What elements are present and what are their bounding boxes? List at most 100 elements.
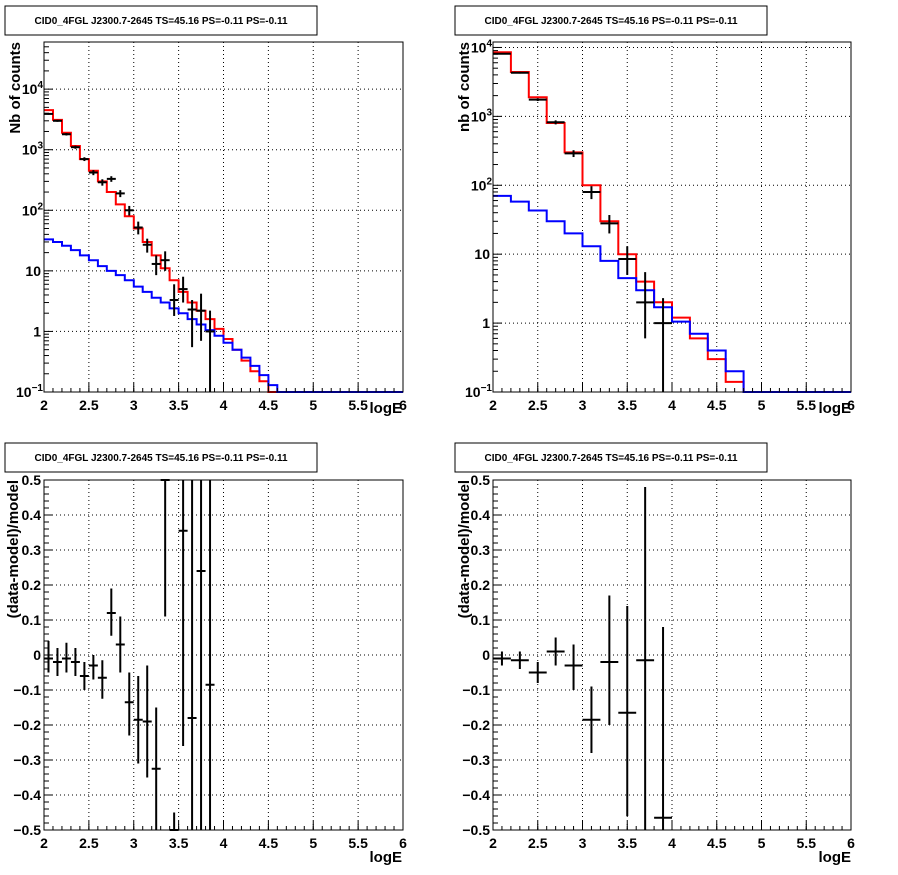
- panel-residual-right: CID0_4FGL J2300.7-2645 TS=45.16 PS=-0.11…: [454, 442, 855, 866]
- x-tick-label: 5: [309, 835, 317, 851]
- y-tick-exponent: 4: [486, 38, 492, 49]
- data-point: [528, 98, 547, 102]
- data-point: [106, 588, 116, 636]
- y-tick-label: 10: [25, 263, 41, 279]
- y-tick-label: −0.1: [13, 682, 41, 698]
- title-box: [4, 442, 318, 473]
- data-point: [88, 655, 98, 680]
- data-point: [528, 662, 547, 683]
- y-tick-label: 1: [33, 323, 41, 339]
- y-axis-label: (data-model)/model: [5, 480, 22, 618]
- x-tick-label: 4: [220, 835, 228, 851]
- y-tick-label: 0.5: [22, 472, 42, 488]
- data-point: [79, 157, 89, 162]
- data-point: [564, 644, 583, 690]
- data-point: [196, 293, 206, 341]
- y-tick-label: 1: [482, 315, 490, 331]
- y-tick-label: −0.5: [462, 822, 490, 838]
- x-tick-label: 2.5: [528, 835, 548, 851]
- y-axis-label: nb of counts: [456, 42, 473, 132]
- data-point: [115, 616, 125, 673]
- y-tick-label: 0.1: [22, 612, 42, 628]
- data-point: [142, 665, 152, 778]
- data-point: [160, 251, 170, 271]
- data-point: [70, 648, 80, 676]
- chart-title: CID0_4FGL J2300.7-2645 TS=45.16 PS=-0.11…: [484, 453, 737, 464]
- data-point: [600, 215, 619, 234]
- data-point: [115, 190, 125, 198]
- y-axis-label: Nb of counts: [7, 42, 24, 134]
- x-tick-label: 5.5: [348, 835, 368, 851]
- data-point: [70, 145, 80, 149]
- x-tick-label: 6: [847, 397, 855, 413]
- y-tick-base: 10: [22, 202, 38, 218]
- y-tick-label: 102: [471, 176, 493, 193]
- y-tick-label: 0.3: [471, 542, 491, 558]
- x-tick-label: 4.5: [259, 397, 279, 413]
- data-point: [178, 480, 188, 746]
- data-point: [133, 676, 143, 764]
- data-point: [44, 641, 53, 673]
- data-point: [52, 648, 62, 676]
- y-tick-base: 10: [22, 81, 38, 97]
- x-tick-label: 3: [579, 397, 587, 413]
- data-point: [636, 272, 655, 339]
- data-point: [205, 310, 215, 392]
- y-tick-label: 0.5: [471, 472, 491, 488]
- x-tick-label: 6: [847, 835, 855, 851]
- y-tick-exponent: 2: [486, 176, 492, 187]
- data-point: [97, 660, 107, 699]
- x-tick-label: 2.5: [79, 835, 99, 851]
- x-tick-label: 3: [130, 835, 138, 851]
- data-point: [510, 651, 529, 669]
- data-point: [654, 298, 672, 392]
- x-axis-label: logE: [819, 849, 852, 866]
- x-tick-label: 5.5: [348, 397, 368, 413]
- x-tick-label: 4: [668, 397, 676, 413]
- y-tick-label: −0.2: [462, 717, 490, 733]
- y-tick-label: 102: [22, 201, 44, 218]
- chart-title: CID0_4FGL J2300.7-2645 TS=45.16 PS=-0.11…: [484, 16, 737, 27]
- panel-spectrum-left: CID0_4FGL J2300.7-2645 TS=45.16 PS=-0.11…: [4, 5, 407, 417]
- y-tick-label: −0.4: [13, 787, 41, 803]
- y-axis-label: (data-model)/model: [456, 480, 473, 618]
- y-tick-label: −0.5: [13, 822, 41, 838]
- data-point: [493, 651, 511, 666]
- data-point: [546, 120, 565, 125]
- data-point: [61, 133, 71, 136]
- data-point: [205, 480, 215, 830]
- y-tick-exponent: 3: [486, 107, 492, 118]
- x-tick-label: 4.5: [707, 397, 727, 413]
- x-tick-label: 4.5: [707, 835, 727, 851]
- data-point: [582, 186, 601, 200]
- y-tick-label: 104: [22, 80, 44, 97]
- data-point: [142, 238, 152, 253]
- data-point: [582, 686, 601, 753]
- title-box: [4, 5, 318, 36]
- x-tick-label: 3: [130, 397, 138, 413]
- y-tick-label: 0.4: [471, 507, 491, 523]
- y-tick-exponent: 3: [37, 141, 43, 152]
- x-tick-label: 3.5: [169, 835, 189, 851]
- data-point: [546, 637, 565, 666]
- panel-residual-left: CID0_4FGL J2300.7-2645 TS=45.16 PS=-0.11…: [4, 442, 407, 866]
- x-tick-label: 3.5: [169, 397, 189, 413]
- title-box: [454, 442, 768, 473]
- x-tick-label: 5.5: [797, 835, 817, 851]
- y-tick-base: 10: [16, 384, 32, 400]
- y-tick-label: 10−1: [465, 383, 492, 400]
- data-point: [618, 606, 637, 816]
- chart-title: CID0_4FGL J2300.7-2645 TS=45.16 PS=-0.11…: [34, 16, 287, 27]
- x-tick-label: 3.5: [618, 397, 638, 413]
- y-tick-label: 103: [471, 107, 493, 124]
- x-tick-label: 2.5: [79, 397, 99, 413]
- y-tick-label: 0.2: [471, 577, 491, 593]
- data-point: [564, 150, 583, 158]
- data-point: [124, 672, 134, 736]
- x-tick-label: 6: [399, 397, 407, 413]
- x-tick-label: 4.5: [259, 835, 279, 851]
- x-tick-label: 5: [758, 397, 766, 413]
- x-axis-label: logE: [370, 849, 403, 866]
- data-point: [133, 221, 143, 235]
- x-tick-label: 2: [40, 835, 48, 851]
